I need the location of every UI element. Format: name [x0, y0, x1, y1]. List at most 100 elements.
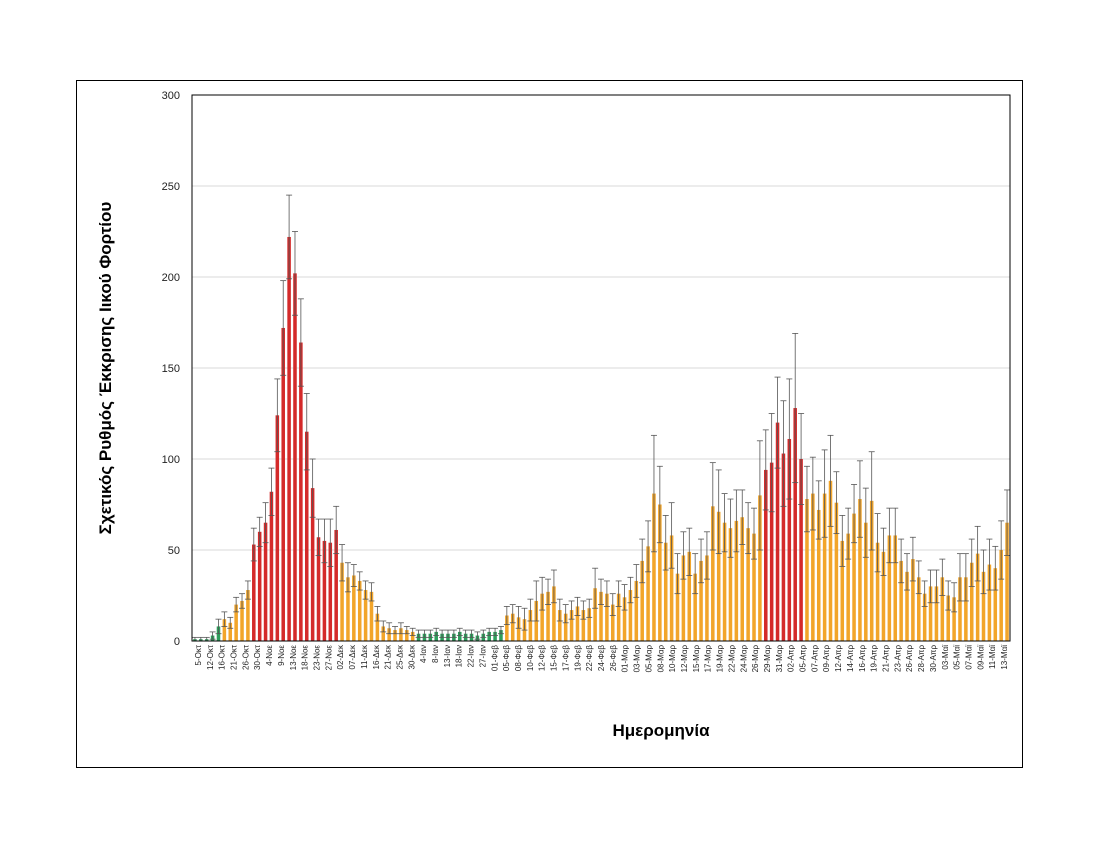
bar — [881, 551, 886, 641]
bar — [434, 631, 438, 641]
x-tick-label: 21-Δεκ — [384, 644, 393, 669]
x-tick-label: 13-Νοε — [289, 645, 298, 671]
bar — [828, 480, 833, 641]
x-tick-label: 16-Οκτ — [218, 644, 227, 670]
bar — [316, 537, 321, 641]
x-tick-label: 4-Νοε — [265, 645, 274, 666]
x-tick-label: 11-Μαϊ — [988, 645, 997, 669]
x-tick-label: 05-Φεβ — [502, 645, 511, 672]
bar — [611, 604, 615, 641]
x-tick-label: 22-Ιαν — [467, 645, 476, 667]
bar — [563, 613, 568, 641]
bar — [787, 438, 792, 641]
bar — [652, 493, 656, 641]
x-tick-label: 26-Απρ — [905, 645, 914, 672]
x-tick-label: 23-Νοε — [312, 645, 321, 671]
y-axis-title: Σχετικός Ρυθμός Έκκρισης Ιικού Φορτίου — [96, 202, 115, 535]
bar — [852, 513, 856, 641]
bar — [616, 593, 621, 641]
bar — [393, 630, 397, 641]
x-tick-label: 25-Δεκ — [395, 644, 404, 669]
x-tick-label: 24-Φεβ — [597, 645, 606, 672]
bar — [822, 493, 827, 641]
bar — [911, 559, 915, 641]
x-tick-label: 10-Μαρ — [668, 645, 677, 673]
y-tick-label: 150 — [162, 363, 180, 375]
x-tick-label: 4-Ιαν — [419, 645, 428, 663]
gridlines — [192, 185, 1010, 551]
plot-area-border — [191, 94, 1011, 642]
x-tick-label: 31-Μαρ — [775, 645, 784, 673]
y-axis-ticks: 0 50 100 150 200 250 300 — [162, 90, 180, 648]
x-tick-label: 29-Μαρ — [763, 645, 772, 673]
bar — [581, 610, 586, 641]
x-tick-label: 22-Μαρ — [727, 645, 736, 673]
bar — [269, 491, 274, 641]
bar — [228, 622, 233, 641]
bar — [628, 590, 633, 641]
bar — [887, 535, 892, 641]
bar — [746, 528, 750, 641]
x-tick-label: 03-Μαϊ — [941, 645, 950, 670]
bar — [499, 630, 503, 641]
bar — [834, 502, 839, 641]
bar — [263, 522, 268, 641]
bar — [658, 504, 662, 641]
bar — [575, 606, 580, 641]
bar — [546, 591, 550, 641]
x-tick-label: 23-Απρ — [893, 645, 902, 672]
y-tick-label: 300 — [162, 90, 180, 102]
bar — [681, 555, 686, 641]
y-tick-label: 250 — [162, 181, 180, 193]
x-tick-label: 02-Απρ — [787, 645, 796, 672]
x-tick-label: 9-Νοε — [277, 645, 286, 666]
bar — [399, 628, 403, 641]
bar — [587, 608, 591, 641]
bar — [375, 613, 380, 641]
y-tick-label: 0 — [174, 636, 180, 648]
bar — [357, 580, 362, 641]
x-tick-label: 12-Μαρ — [680, 645, 689, 673]
bar — [622, 597, 627, 641]
x-tick-label: 26-Φεβ — [609, 645, 618, 672]
bar — [846, 533, 850, 641]
bar — [764, 469, 768, 641]
bar — [905, 571, 909, 641]
bar — [869, 500, 874, 641]
x-tick-label: 21-Οκτ — [229, 644, 238, 670]
bar — [634, 580, 639, 641]
y-tick-label: 200 — [162, 272, 180, 284]
bar — [304, 431, 309, 641]
bar — [528, 610, 533, 641]
bar — [987, 564, 992, 641]
x-tick-label: 22-Φεβ — [585, 645, 594, 672]
bar — [946, 595, 950, 641]
x-tick-label: 07-Δεκ — [348, 644, 357, 669]
x-tick-label: 27-Νοε — [324, 645, 333, 671]
bar — [934, 586, 939, 641]
x-tick-label: 24-Μαρ — [739, 645, 748, 673]
bar — [775, 422, 780, 641]
x-tick-label: 27-Ιαν — [478, 645, 487, 667]
bar — [928, 586, 933, 641]
bar — [540, 593, 544, 641]
bar — [699, 560, 703, 641]
y-tick-label: 100 — [162, 454, 180, 466]
bar — [799, 459, 803, 641]
bar — [740, 517, 745, 641]
bar — [369, 591, 374, 641]
x-tick-label: 10-Φεβ — [526, 645, 535, 672]
bar — [516, 617, 521, 641]
x-tick-label: 13-Ιαν — [443, 645, 452, 667]
bar — [999, 550, 1003, 641]
x-tick-label: 30-Δεκ — [407, 644, 416, 669]
x-tick-label: 07-Μαϊ — [965, 645, 974, 670]
bar — [675, 573, 680, 641]
x-tick-label: 30-Οκτ — [253, 644, 262, 670]
x-tick-label: 8-Ιαν — [431, 645, 440, 663]
bar — [734, 520, 739, 641]
x-tick-label: 09-Απρ — [822, 645, 831, 672]
bar — [969, 562, 974, 641]
x-tick-label: 26-Μαρ — [751, 645, 760, 673]
x-tick-label: 21-Απρ — [882, 645, 891, 672]
